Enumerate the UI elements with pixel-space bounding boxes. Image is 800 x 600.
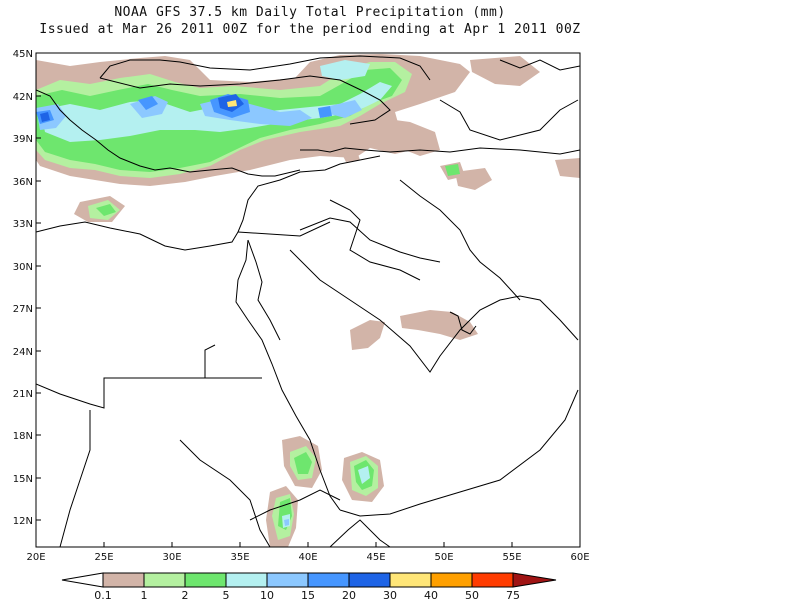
colorbar-label: 75 (506, 589, 520, 600)
precip-area-yellow (227, 100, 237, 107)
precip-area-green (294, 452, 312, 474)
colorbar-label: 15 (301, 589, 315, 600)
lat-label: 15N (13, 474, 33, 485)
lat-label: 30N (13, 262, 33, 273)
colorbar-swatch (225, 572, 268, 588)
lon-label: 55E (502, 552, 521, 563)
lon-label: 25E (94, 552, 113, 563)
lat-label: 39N (13, 134, 33, 145)
lat-label: 12N (13, 516, 33, 527)
colorbar-swatch (389, 572, 432, 588)
colorbar-swatch (348, 572, 391, 588)
precip-area-lightblue (330, 100, 362, 118)
colorbar-high-arrow (512, 572, 557, 588)
lon-label: 30E (162, 552, 181, 563)
precip-area-lightblue (284, 519, 289, 526)
lat-label: 24N (13, 347, 33, 358)
lat-label: 36N (13, 177, 33, 188)
colorbar-label: 40 (424, 589, 438, 600)
precip-area-tan (340, 148, 360, 162)
precip-area-tan (380, 118, 440, 156)
precip-area-tan (470, 56, 540, 86)
precipitation-layer (36, 54, 580, 547)
lat-ticks: 45N 42N 39N 36N 33N 30N 27N 24N 21N 18N … (13, 49, 41, 527)
precip-area-blue (138, 96, 158, 110)
coastlines (36, 55, 580, 547)
precip-area-tan (555, 158, 580, 178)
lat-label: 33N (13, 219, 33, 230)
lat-label: 18N (13, 431, 33, 442)
colorbar-label: 50 (465, 589, 479, 600)
map-subtitle: Issued at Mar 26 2011 00Z for the period… (39, 22, 581, 37)
colorbar-label: 30 (383, 589, 397, 600)
colorbar-label: 5 (223, 589, 230, 600)
precip-area-green (445, 164, 460, 176)
colorbar-swatch (307, 572, 350, 588)
colorbar-low-arrow (61, 572, 104, 588)
precip-area-cyan (358, 466, 370, 484)
colorbar-label: 2 (182, 589, 189, 600)
lon-label: 40E (298, 552, 317, 563)
lon-label: 20E (26, 552, 45, 563)
lat-label: 27N (13, 304, 33, 315)
lon-label: 35E (230, 552, 249, 563)
lon-label: 60E (570, 552, 589, 563)
lat-label: 45N (13, 49, 33, 60)
colorbar-swatch (430, 572, 473, 588)
lon-label: 50E (434, 552, 453, 563)
lat-label: 42N (13, 92, 33, 103)
lon-label: 45E (366, 552, 385, 563)
colorbar-label: 10 (260, 589, 274, 600)
precip-area-blue (318, 106, 332, 118)
precip-area-darkblue (40, 112, 50, 122)
colorbar-label: 0.1 (94, 589, 112, 600)
colorbar-label: 20 (342, 589, 356, 600)
lon-ticks: 20E 25E 30E 35E 40E 45E 50E 55E 60E (26, 542, 590, 563)
precip-area-green (96, 204, 116, 216)
colorbar-swatch (266, 572, 309, 588)
precip-area-tan (455, 168, 492, 190)
precip-area-tan (350, 320, 385, 350)
map-title: NOAA GFS 37.5 km Daily Total Precipitati… (114, 5, 506, 20)
colorbar-swatch (102, 572, 145, 588)
colorbar-label: 1 (141, 589, 148, 600)
colorbar-swatch (143, 572, 186, 588)
colorbar: 0.1 1 2 5 10 15 20 30 40 50 75 (61, 572, 557, 600)
lat-label: 21N (13, 389, 33, 400)
colorbar-swatch (471, 572, 514, 588)
precip-area-cyan (320, 60, 370, 80)
colorbar-swatch (184, 572, 227, 588)
